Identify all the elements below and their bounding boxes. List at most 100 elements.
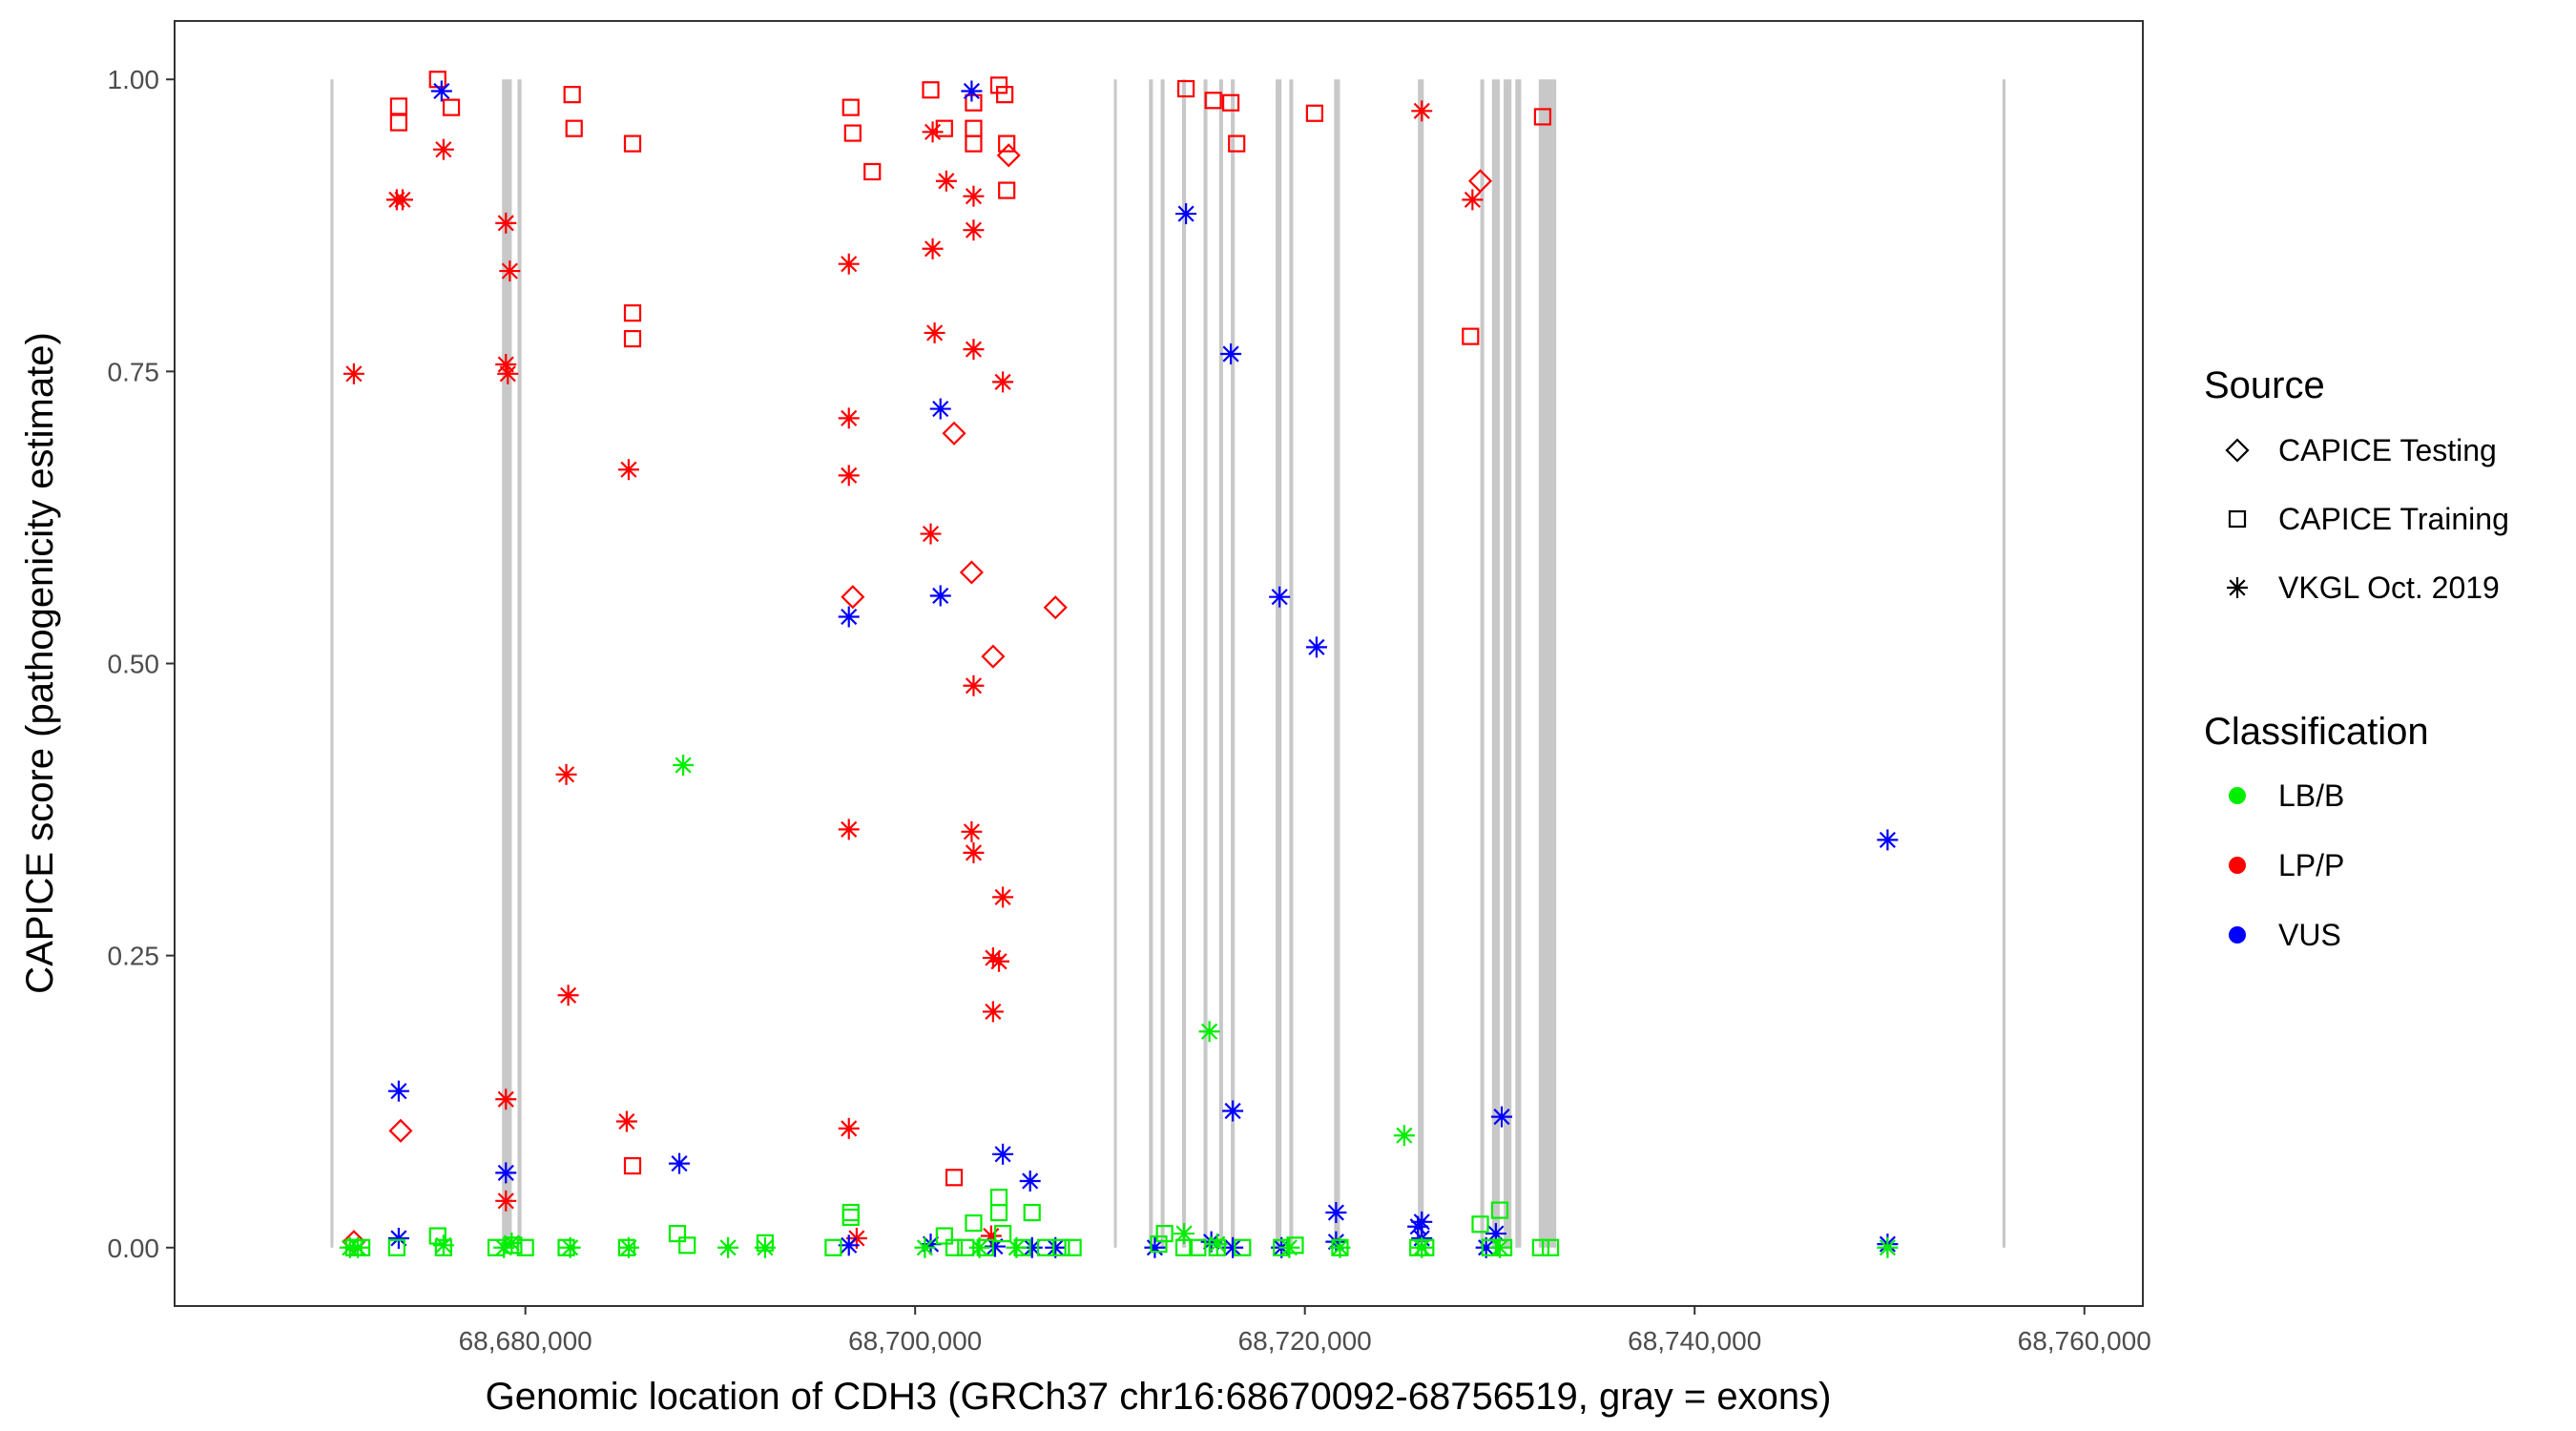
legend-source-label: VKGL Oct. 2019 (2278, 570, 2500, 605)
exon-band (1418, 79, 1424, 1248)
data-point (1174, 1223, 1195, 1245)
exon-band (2002, 79, 2005, 1248)
data-point (623, 329, 642, 348)
data-point (841, 98, 860, 116)
data-point (935, 170, 957, 192)
data-point (1023, 1203, 1041, 1222)
x-tick-label: 68,760,000 (2018, 1326, 2151, 1356)
data-point (824, 1238, 842, 1256)
exon-band (1491, 79, 1500, 1248)
legend-class-key (2229, 926, 2246, 944)
data-point (863, 162, 882, 181)
data-point (1228, 135, 1246, 153)
data-point (1222, 1100, 1244, 1122)
data-point (1220, 342, 1242, 364)
data-point (497, 363, 519, 384)
data-point (1278, 1236, 1300, 1258)
data-point (1533, 108, 1551, 126)
legend-source-title: Source (2204, 364, 2325, 406)
data-point (843, 124, 862, 142)
data-point (924, 321, 945, 343)
data-point (623, 304, 642, 322)
data-point (959, 560, 984, 585)
data-point (428, 71, 447, 89)
x-tick-label: 68,680,000 (459, 1326, 592, 1356)
data-point (841, 1208, 860, 1227)
exon-bands (330, 79, 2005, 1248)
legend-source-key (2227, 577, 2248, 598)
data-point (1206, 1234, 1228, 1255)
y-tick-label: 0.50 (108, 650, 160, 679)
data-point (838, 1117, 860, 1139)
data-point (841, 1203, 860, 1222)
data-point (717, 1236, 739, 1258)
data-point (559, 1236, 581, 1258)
data-point (499, 260, 521, 282)
exon-band (1113, 79, 1117, 1248)
data-point (963, 841, 985, 863)
exon-band (1504, 79, 1512, 1248)
data-point (961, 820, 983, 842)
data-point (442, 98, 461, 116)
exon-band (1276, 79, 1282, 1248)
data-point (1325, 1202, 1347, 1224)
data-points (339, 71, 1899, 1258)
data-point (1393, 1125, 1415, 1147)
data-point (678, 1236, 696, 1255)
data-point (922, 238, 944, 259)
data-point (838, 606, 860, 628)
x-axis-title: Genomic location of CDH3 (GRCh37 chr16:6… (486, 1376, 1832, 1418)
data-point (1411, 1236, 1433, 1258)
data-point (430, 80, 452, 102)
data-point (1877, 829, 1899, 851)
data-point (1204, 92, 1222, 110)
data-point (963, 219, 985, 241)
axes: 0.00 0.25 0.50 0.75 1.00 68,680,000 68,700,000… (108, 65, 2151, 1356)
plot-panel (174, 20, 2144, 1307)
data-point (945, 1169, 964, 1187)
legend-class-key (2229, 857, 2246, 874)
data-point (942, 421, 966, 446)
exon-band (1182, 79, 1187, 1248)
data-point (1221, 93, 1240, 112)
exon-band (1203, 79, 1208, 1248)
data-point (495, 1162, 517, 1184)
data-point (1176, 79, 1195, 98)
data-point (347, 1236, 369, 1258)
data-point (669, 1152, 691, 1174)
data-point (495, 1190, 517, 1212)
data-point (343, 363, 364, 384)
exon-band (1231, 79, 1236, 1248)
exon-band (330, 79, 334, 1248)
x-tick-label: 68,700,000 (848, 1326, 982, 1356)
data-point (982, 1001, 1004, 1023)
data-point (1064, 1238, 1082, 1256)
exon-band (1218, 79, 1223, 1248)
data-point (1006, 1236, 1028, 1258)
x-tick-label: 68,740,000 (1628, 1326, 1761, 1356)
data-point (1490, 1106, 1512, 1128)
data-point (389, 114, 407, 132)
data-point (1467, 169, 1493, 194)
data-point (1325, 1231, 1347, 1253)
data-point (1222, 1236, 1244, 1258)
legend-class-label: LP/P (2278, 848, 2344, 882)
data-point (989, 1203, 1008, 1222)
data-point (968, 1236, 990, 1258)
data-point (432, 1234, 454, 1256)
data-point (945, 1238, 964, 1256)
data-point (914, 1236, 936, 1258)
data-point (922, 81, 940, 99)
data-point (1462, 327, 1480, 345)
y-tick-label: 1.00 (108, 65, 160, 94)
data-point (982, 947, 1004, 969)
legend: Source CAPICE Testing CAPICE Training VK… (2204, 364, 2509, 952)
data-point (998, 181, 1016, 199)
data-point (615, 1110, 637, 1132)
data-point (838, 465, 860, 487)
data-point (981, 644, 1006, 669)
data-point (961, 80, 983, 102)
data-point (992, 371, 1014, 393)
data-point (555, 763, 577, 785)
